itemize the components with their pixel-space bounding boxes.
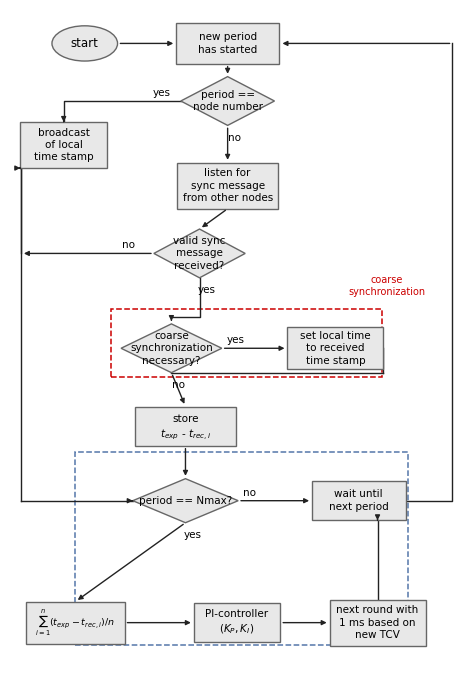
FancyBboxPatch shape — [135, 406, 236, 446]
Polygon shape — [154, 229, 245, 278]
FancyBboxPatch shape — [329, 600, 426, 645]
Text: new period
has started: new period has started — [198, 32, 257, 55]
Text: period ==
node number: period == node number — [192, 89, 263, 112]
Text: wait until
next period: wait until next period — [329, 490, 389, 512]
Text: set local time
to received
time stamp: set local time to received time stamp — [300, 331, 371, 365]
FancyBboxPatch shape — [194, 603, 280, 642]
FancyBboxPatch shape — [20, 122, 107, 168]
Text: yes: yes — [183, 530, 201, 540]
FancyBboxPatch shape — [26, 602, 125, 643]
Text: yes: yes — [198, 285, 216, 295]
Text: no: no — [228, 133, 241, 143]
Polygon shape — [181, 76, 274, 126]
Text: PI-controller
$(K_P, K_I)$: PI-controller $(K_P, K_I)$ — [205, 609, 269, 636]
Ellipse shape — [52, 26, 118, 61]
Text: broadcast
of local
time stamp: broadcast of local time stamp — [34, 128, 93, 163]
Polygon shape — [121, 324, 222, 373]
Text: yes: yes — [153, 88, 171, 98]
Text: store: store — [172, 415, 199, 424]
Text: period == Nmax?: period == Nmax? — [139, 496, 232, 505]
FancyBboxPatch shape — [176, 23, 279, 64]
Text: no: no — [122, 240, 135, 250]
Text: no: no — [243, 488, 256, 498]
Text: next round with
1 ms based on
new TCV: next round with 1 ms based on new TCV — [337, 605, 419, 640]
Text: valid sync
message
received?: valid sync message received? — [173, 236, 226, 271]
Text: $\sum_{i=1}^{n}(t_{exp}-t_{rec,i})/n$: $\sum_{i=1}^{n}(t_{exp}-t_{rec,i})/n$ — [36, 608, 115, 638]
Text: yes: yes — [227, 335, 245, 345]
Text: listen for
sync message
from other nodes: listen for sync message from other nodes — [182, 168, 273, 203]
Text: no: no — [172, 380, 185, 390]
Text: start: start — [71, 37, 99, 50]
Text: coarse
synchronization
necessary?: coarse synchronization necessary? — [130, 331, 213, 365]
Polygon shape — [133, 479, 238, 522]
FancyBboxPatch shape — [312, 481, 406, 520]
FancyBboxPatch shape — [287, 327, 383, 370]
Text: $t_{exp}$ - $t_{rec,i}$: $t_{exp}$ - $t_{rec,i}$ — [160, 427, 211, 441]
FancyBboxPatch shape — [177, 163, 278, 209]
Text: coarse
synchronization: coarse synchronization — [348, 275, 426, 298]
